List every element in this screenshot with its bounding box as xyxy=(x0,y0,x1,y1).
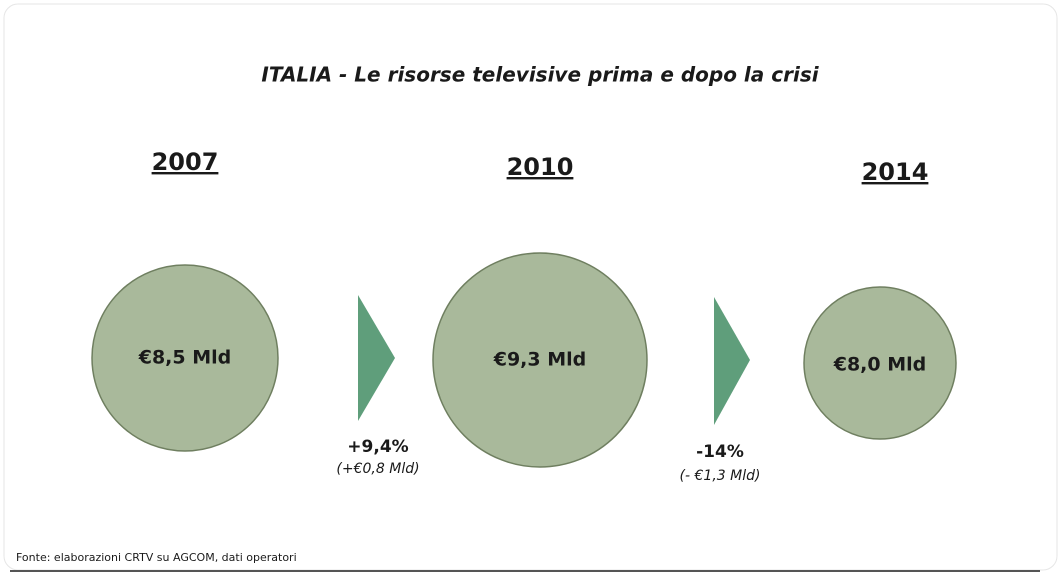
title: ITALIA - Le risorse televisive prima e d… xyxy=(261,63,819,87)
bubble xyxy=(432,252,648,468)
bubble-label: €8,0 Mld xyxy=(833,354,927,376)
arrow xyxy=(358,295,395,421)
bubble-label: €8,5 Mld xyxy=(138,347,232,369)
year: 2010 xyxy=(507,153,574,181)
bubble xyxy=(91,264,279,452)
change-percent: -14% xyxy=(696,442,744,462)
bubble-label: €9,3 Mld xyxy=(493,349,587,371)
year: 2014 xyxy=(862,158,929,186)
arrow xyxy=(714,297,750,425)
change-amount: (+€0,8 Mld) xyxy=(336,461,419,477)
source: Fonte: elaborazioni CRTV su AGCOM, dati … xyxy=(16,551,297,564)
year: 2007 xyxy=(152,148,219,176)
bubble xyxy=(803,286,957,440)
change-amount: (- €1,3 Mld) xyxy=(680,468,761,484)
change-percent: +9,4% xyxy=(347,437,408,457)
